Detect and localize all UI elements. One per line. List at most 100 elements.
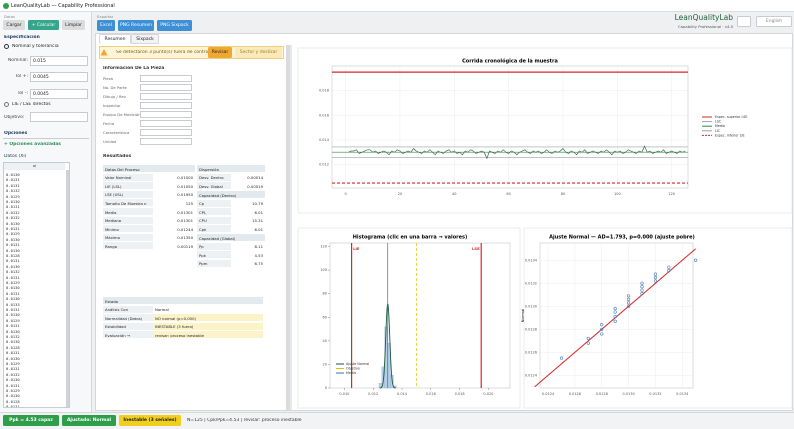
tab[interactable]: Resumen xyxy=(99,34,131,44)
button[interactable]: Sector y deslizar xyxy=(235,47,282,58)
list-row: 0.0131 xyxy=(6,226,20,231)
table-header: Datos Del Proceso xyxy=(103,165,195,172)
list-row: 0.0128 xyxy=(6,344,20,350)
list-row: 0.0132 xyxy=(6,269,20,275)
list-row: 0.0131 xyxy=(6,382,20,388)
section-title: Datos (Xi) xyxy=(4,154,27,159)
table-label: Rango xyxy=(103,242,153,250)
table-label: Tamaño De Muestra n xyxy=(103,199,153,207)
field-label: Objetivo: xyxy=(4,115,25,120)
text-input[interactable] xyxy=(140,75,192,82)
text-input[interactable] xyxy=(140,102,192,109)
section-title: Especificación xyxy=(4,35,40,40)
status-badge: Ajustado: Normal xyxy=(62,415,116,426)
field-label: Inspector xyxy=(103,103,121,108)
button[interactable]: Excel xyxy=(97,20,115,31)
table-label: LSE (USL) xyxy=(103,190,153,198)
icon-button[interactable] xyxy=(737,16,751,27)
text-input[interactable] xyxy=(140,129,192,136)
table-label: Estabilidad xyxy=(103,322,153,330)
button[interactable]: PNG Sixpack xyxy=(157,20,192,31)
section-title: Resultados xyxy=(103,154,132,159)
table-value: 0.01350 xyxy=(153,233,195,241)
text-input[interactable] xyxy=(30,112,88,122)
table-header: Capacidad (Global) xyxy=(197,234,265,241)
table-label: Pp xyxy=(197,242,231,250)
scrollbar[interactable] xyxy=(66,170,69,407)
text-input[interactable] xyxy=(140,84,192,91)
status-text: N=125 | Cpk/Ppk=4.53 | revisar: proceso … xyxy=(187,418,302,423)
list-row: 0.0130 xyxy=(6,172,20,177)
list-row: 0.0130 xyxy=(6,355,20,361)
label: Exportar xyxy=(97,14,114,19)
table-value: NO normal (p=0.000) xyxy=(153,314,263,322)
table-value: 10.79 xyxy=(231,199,265,207)
list-row: 0.0129 xyxy=(6,280,20,285)
table-value: 0.01950 xyxy=(153,190,195,198)
list-row: 0.0130 xyxy=(6,296,20,302)
brand-subtitle: Capability Professional · v4.0 xyxy=(678,24,733,29)
button[interactable]: Revisar xyxy=(208,47,232,58)
tab[interactable]: Sixpack xyxy=(131,34,159,44)
field-label: Tol -: xyxy=(17,91,28,96)
field-label: Equipo De Medición xyxy=(103,112,141,117)
table-value: Normal xyxy=(153,305,263,313)
link[interactable]: + Opciones avanzadas xyxy=(4,142,61,147)
status-bar xyxy=(0,412,794,429)
text-input[interactable] xyxy=(140,120,192,127)
list-row: 0.0130 xyxy=(6,285,20,291)
list-row: 0.0130 xyxy=(6,199,20,204)
list-row: 0.0129 xyxy=(6,388,20,393)
text-input[interactable] xyxy=(140,93,192,100)
scrollbar[interactable] xyxy=(286,45,290,410)
text-input[interactable]: 0.0045 xyxy=(30,89,88,99)
status-badge: Inestable (3 señales) xyxy=(119,415,181,426)
button[interactable]: PNG Resumen xyxy=(118,20,154,31)
list-row: 0.0131 xyxy=(6,274,20,280)
title-bar xyxy=(0,0,794,12)
table-value: 8.11 xyxy=(231,242,265,250)
language-button[interactable]: English xyxy=(756,16,792,27)
text-input[interactable] xyxy=(140,111,192,118)
table-label: Máximo xyxy=(103,233,153,241)
table-value: INESTABLE (3 fuera) xyxy=(153,322,263,330)
list-row: 0.0132 xyxy=(6,209,20,215)
list-row: 0.0132 xyxy=(6,188,20,194)
table-value: 6.75 xyxy=(231,259,265,267)
label: Datos xyxy=(4,14,16,19)
table-label: LIE (LSL) xyxy=(103,182,153,190)
list-row: 0.0132 xyxy=(6,371,20,377)
table-value: 15.31 xyxy=(231,216,265,224)
table-label: Evaluación → xyxy=(103,331,153,339)
list-row: 0.0130 xyxy=(6,377,20,383)
text-input[interactable] xyxy=(140,138,192,145)
list-row: 0.0130 xyxy=(6,263,20,269)
button[interactable]: Limpiar xyxy=(62,20,85,30)
list-row: 0.0131 xyxy=(6,350,20,356)
radio[interactable] xyxy=(4,44,9,49)
table-label: Cpk xyxy=(197,225,231,233)
list-row: 0.0131 xyxy=(6,242,20,248)
list-row: 0.0130 xyxy=(6,247,20,253)
list-row: 0.0133 xyxy=(6,301,20,307)
field-label: Fecha xyxy=(103,121,115,126)
field-label: Característica xyxy=(103,130,130,135)
splitter xyxy=(290,45,292,410)
table-label: Valor Nominal xyxy=(103,173,153,181)
text-input[interactable]: 0.0045 xyxy=(30,72,88,82)
table-label: Desv. Dentro xyxy=(197,173,231,181)
table-header: Estado xyxy=(103,297,263,304)
text-input[interactable]: 0.015 xyxy=(30,56,88,66)
list-row: 0.0131 xyxy=(6,307,20,312)
button[interactable]: Cargar xyxy=(3,20,25,30)
app-icon xyxy=(3,3,9,9)
table-value: 0.00119 xyxy=(153,242,195,250)
section-title: Información De La Pieza xyxy=(103,66,165,71)
table-value: 0.01301 xyxy=(153,216,195,224)
list-row: 0.0129 xyxy=(6,193,20,199)
list-row: 0.0130 xyxy=(6,312,20,318)
button[interactable]: + Calcular xyxy=(28,20,59,30)
field-label: Tol +: xyxy=(15,74,28,79)
list-row: 0.0132 xyxy=(6,215,20,221)
radio[interactable] xyxy=(4,102,9,107)
